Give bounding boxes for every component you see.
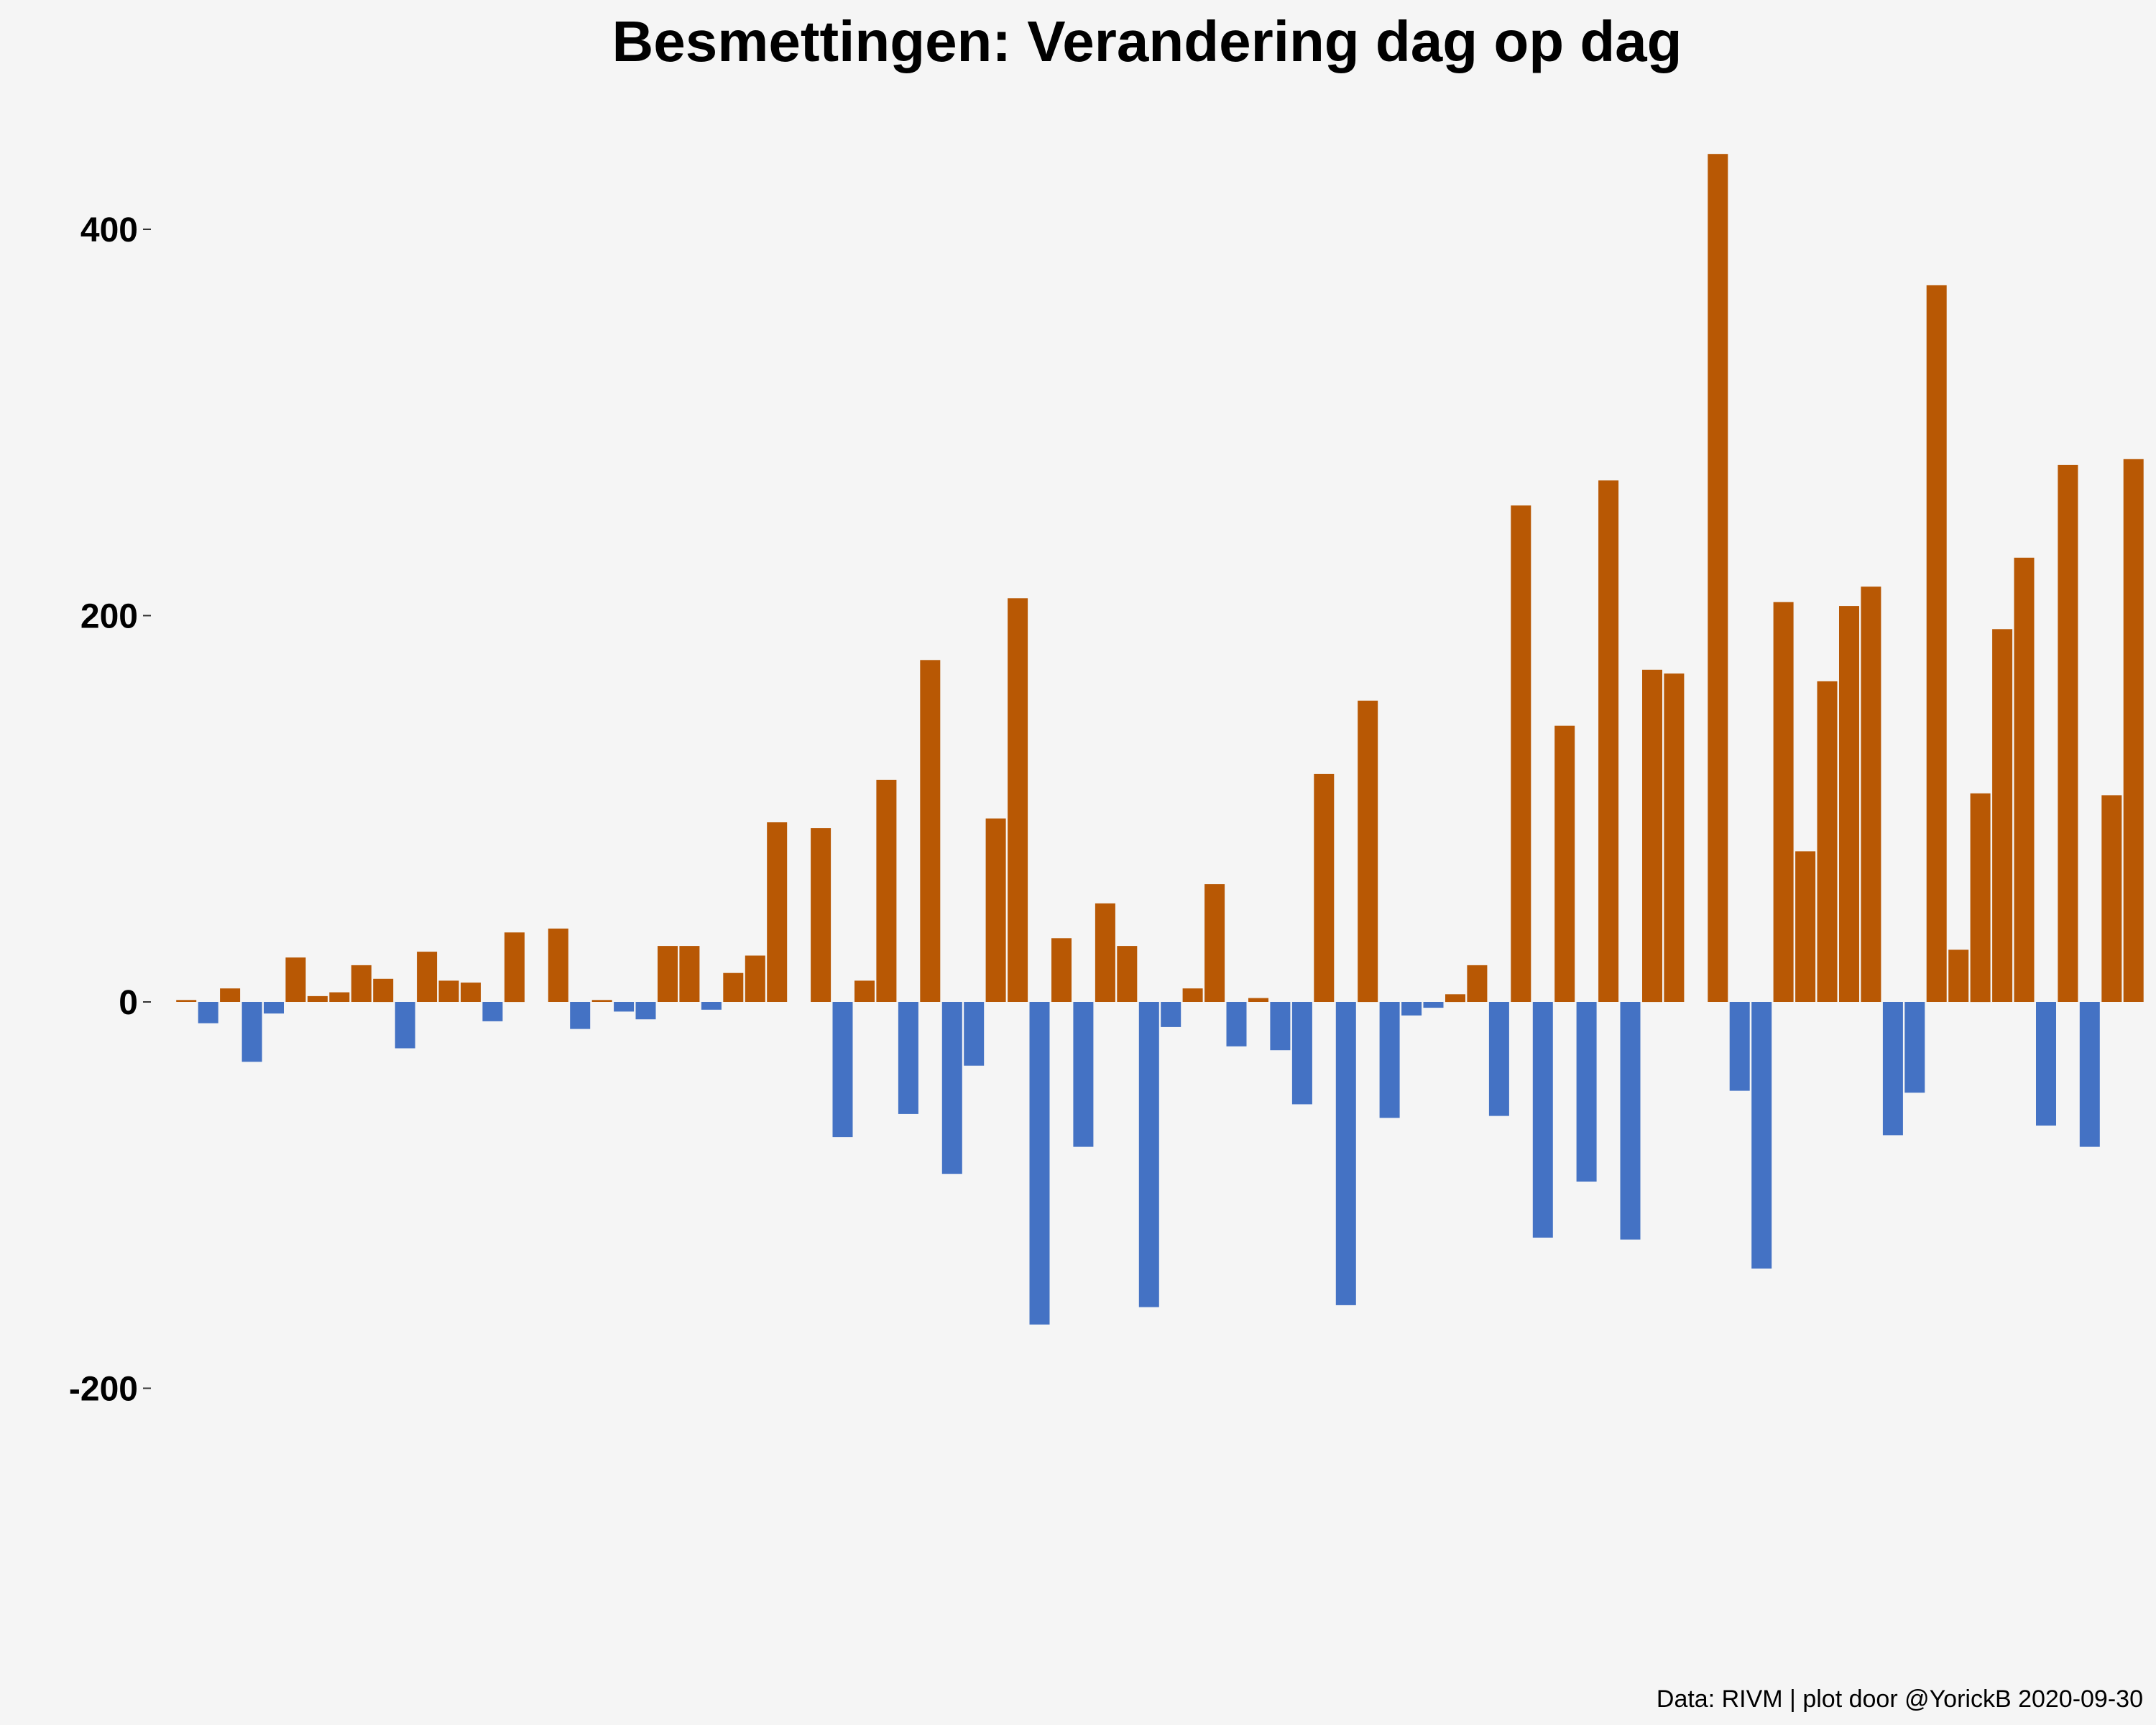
chart-title: Besmettingen: Verandering dag op dag — [612, 9, 1682, 73]
bar-decrease — [1576, 1002, 1597, 1182]
y-axis: 400 200 0 -200 — [69, 211, 151, 1409]
bar-decrease — [1073, 1002, 1094, 1147]
bar-decrease — [1335, 1002, 1356, 1305]
bar-increase — [811, 828, 831, 1002]
bar-increase — [1948, 949, 1969, 1002]
bar-increase — [723, 972, 744, 1002]
bar-decrease — [1620, 1002, 1641, 1240]
bar-increase — [591, 1000, 612, 1002]
bar-increase — [461, 983, 481, 1002]
bar-increase — [417, 952, 438, 1002]
bar-decrease — [2079, 1002, 2100, 1147]
bar-increase — [1182, 988, 1203, 1002]
bar-decrease — [482, 1002, 503, 1021]
bar-decrease — [264, 1002, 284, 1014]
bar-increase — [1817, 681, 1838, 1002]
bar-increase — [1664, 673, 1685, 1002]
bar-increase — [176, 1000, 197, 1002]
bar-increase — [1467, 965, 1488, 1002]
bar-increase — [1051, 938, 1072, 1002]
bar-decrease — [1488, 1002, 1509, 1116]
bar-increase — [1773, 602, 1794, 1002]
bar-decrease — [964, 1002, 985, 1066]
bar-increase — [1708, 154, 1728, 1003]
bar-increase — [1795, 851, 1816, 1002]
bar-increase — [658, 946, 678, 1002]
bar-decrease — [1291, 1002, 1312, 1105]
bar-increase — [351, 965, 372, 1002]
bar-decrease — [1904, 1002, 1925, 1093]
bar-increase — [307, 995, 328, 1002]
bar-increase — [2101, 795, 2122, 1002]
bar-decrease — [1423, 1002, 1444, 1008]
bar-increase — [1445, 994, 1465, 1003]
bar-increase — [1117, 946, 1138, 1002]
bar-decrease — [1532, 1002, 1553, 1238]
bar-increase — [1598, 480, 1619, 1002]
y-tick-label: 200 — [80, 598, 138, 636]
bar-increase — [1095, 903, 1115, 1002]
bar-increase — [985, 818, 1006, 1002]
bar-decrease — [898, 1002, 918, 1114]
bar-decrease — [1029, 1002, 1050, 1325]
bar-decrease — [832, 1002, 853, 1138]
bar-decrease — [1729, 1002, 1750, 1091]
bar-increase — [1248, 998, 1268, 1002]
bar-increase — [373, 978, 394, 1003]
bar-increase — [679, 946, 700, 1002]
bar-increase — [1358, 700, 1378, 1003]
bar-increase — [1511, 505, 1531, 1002]
bars — [176, 154, 2144, 1325]
bar-decrease — [614, 1002, 635, 1012]
bar-decrease — [1379, 1002, 1400, 1118]
bar-increase — [2014, 557, 2035, 1002]
bar-increase — [745, 955, 765, 1002]
bar-increase — [920, 660, 941, 1002]
bar-increase — [1642, 669, 1662, 1003]
bar-increase — [767, 822, 788, 1002]
bar-increase — [1926, 285, 1947, 1002]
bar-decrease — [1751, 1002, 1772, 1269]
bar-decrease — [395, 1002, 415, 1049]
bar-increase — [1204, 884, 1225, 1002]
bar-increase — [1839, 606, 1859, 1002]
y-tick-label: -200 — [69, 1371, 138, 1409]
bar-decrease — [1226, 1002, 1247, 1046]
bar-increase — [220, 988, 241, 1002]
bar-increase — [438, 980, 459, 1002]
bar-decrease — [2036, 1002, 2056, 1126]
bar-increase — [2058, 464, 2078, 1002]
bar-increase — [2123, 459, 2144, 1002]
bar-increase — [876, 779, 897, 1002]
bar-decrease — [635, 1002, 656, 1020]
bar-increase — [504, 932, 525, 1003]
bar-decrease — [1138, 1002, 1159, 1307]
bar-decrease — [570, 1002, 591, 1029]
caption: Data: RIVM | plot door @YorickB 2020-09-… — [1657, 1685, 2143, 1713]
bar-increase — [854, 980, 875, 1002]
bar-decrease — [198, 1002, 218, 1024]
bar-increase — [1554, 725, 1575, 1002]
bar-decrease — [941, 1002, 962, 1174]
bar-increase — [285, 957, 306, 1002]
bar-decrease — [1882, 1002, 1903, 1136]
bar-increase — [1861, 586, 1881, 1002]
bar-increase — [329, 992, 350, 1002]
y-tick-label: 0 — [119, 984, 138, 1022]
bar-decrease — [1401, 1002, 1422, 1016]
y-tick-label: 400 — [80, 211, 138, 249]
bar-increase — [1008, 598, 1028, 1002]
bar-increase — [1314, 773, 1335, 1002]
bar-decrease — [1161, 1002, 1181, 1027]
bar-increase — [1992, 629, 2013, 1002]
bar-increase — [1970, 793, 1991, 1003]
bar-decrease — [701, 1002, 722, 1010]
bar-increase — [548, 928, 568, 1002]
bar-decrease — [1270, 1002, 1291, 1051]
bar-decrease — [241, 1002, 262, 1062]
